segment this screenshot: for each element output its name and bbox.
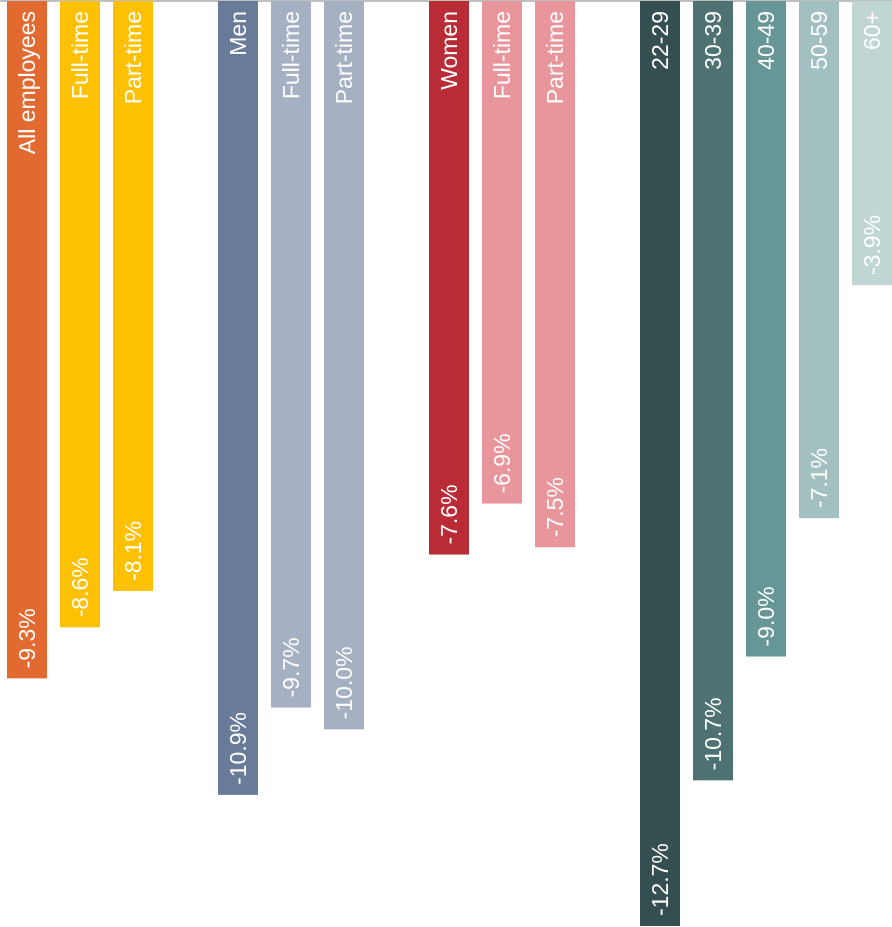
bar-value-label: -3.9%	[859, 215, 885, 275]
bar	[482, 1, 522, 504]
bar-group-7: Full-time -6.9%	[482, 1, 522, 504]
bar-value-label: -9.0%	[753, 586, 779, 646]
bar-value-label: -10.7%	[700, 697, 726, 770]
bar	[324, 1, 364, 730]
bar-group-0: All employees -9.3%	[7, 1, 47, 679]
bar-category-label: 60+	[859, 11, 885, 50]
bar	[693, 1, 733, 781]
bar	[429, 1, 469, 555]
bar-category-label: Part-time	[542, 11, 568, 104]
bar-value-label: -9.7%	[278, 637, 304, 697]
bars-group: All employees -9.3% Full-time -8.6% Part-tim…	[7, 1, 892, 926]
bar-value-label: -9.3%	[14, 608, 40, 668]
bar-category-label: Men	[225, 11, 251, 56]
bar-value-label: -8.1%	[120, 521, 146, 581]
bar-value-label: -6.9%	[489, 433, 515, 493]
bar-category-label: 50-59	[806, 11, 832, 70]
bar-category-label: Full-time	[67, 11, 93, 99]
bar-value-label: -7.1%	[806, 448, 832, 508]
bar-group-10: 30-39 -10.7%	[693, 1, 733, 781]
bar-group-4: Full-time -9.7%	[271, 1, 311, 708]
bar	[852, 1, 892, 286]
bar-value-label: -7.6%	[436, 484, 462, 544]
bar	[7, 1, 47, 679]
bar-group-12: 50-59 -7.1%	[799, 1, 839, 519]
bar	[746, 1, 786, 657]
bar-group-13: 60+ -3.9%	[852, 1, 892, 286]
bar-group-6: Women -7.6%	[429, 1, 469, 555]
bar-category-label: All employees	[14, 11, 40, 154]
bar-category-label: Part-time	[331, 11, 357, 104]
bar	[113, 1, 153, 591]
bar-group-1: Full-time -8.6%	[60, 1, 100, 628]
bar-value-label: -10.0%	[331, 646, 357, 719]
bar-category-label: Full-time	[489, 11, 515, 99]
bar-value-label: -10.9%	[225, 712, 251, 785]
bar-value-label: -7.5%	[542, 477, 568, 537]
bar	[271, 1, 311, 708]
bar	[218, 1, 258, 795]
bar	[640, 1, 680, 926]
bar-category-label: Women	[436, 11, 462, 90]
bar-group-3: Men -10.9%	[218, 1, 258, 795]
bar-category-label: Part-time	[120, 11, 146, 104]
bar	[535, 1, 575, 548]
bar-group-11: 40-49 -9.0%	[746, 1, 786, 657]
bar-value-label: -8.6%	[67, 557, 93, 617]
bar-category-label: 22-29	[647, 11, 673, 70]
bar-category-label: 30-39	[700, 11, 726, 70]
bar-group-9: 22-29 -12.7%	[640, 1, 680, 926]
bar-value-label: -12.7%	[647, 843, 673, 916]
bar	[799, 1, 839, 519]
bar-category-label: Full-time	[278, 11, 304, 99]
bar-group-5: Part-time -10.0%	[324, 1, 364, 730]
bar-group-8: Part-time -7.5%	[535, 1, 575, 548]
bar-group-2: Part-time -8.1%	[113, 1, 153, 591]
bar-category-label: 40-49	[753, 11, 779, 70]
bar	[60, 1, 100, 628]
